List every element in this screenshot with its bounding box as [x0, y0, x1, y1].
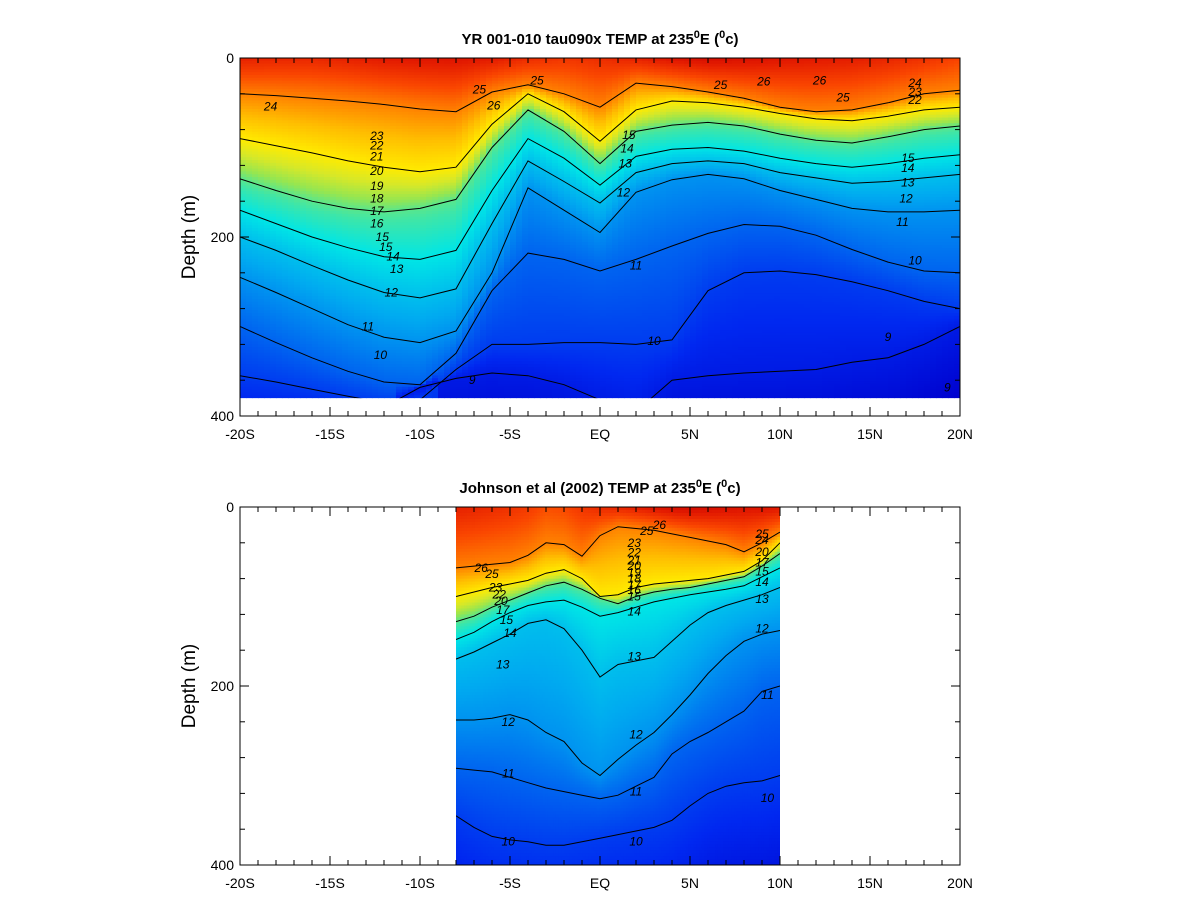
y-tick-label: 0: [226, 499, 234, 515]
contour-label: 15: [622, 128, 636, 142]
contour-label: 10: [761, 791, 775, 805]
contour-label: 20: [369, 164, 384, 178]
x-tick-label: 10N: [767, 875, 793, 891]
contour-label: 12: [755, 622, 769, 636]
contour-label: 9: [944, 380, 951, 394]
contour-label: 11: [761, 688, 773, 702]
contour-label: 13: [496, 658, 510, 672]
contour-label: 15: [500, 613, 514, 627]
contour-label: 21: [369, 149, 383, 163]
contour-label: 10: [502, 835, 516, 849]
x-tick-label: -20S: [225, 875, 255, 891]
contour-label: 11: [896, 215, 908, 229]
contour-label: 12: [502, 715, 516, 729]
contour-label: 22: [907, 93, 922, 107]
panel-bottom-johnson: 2625232221201918171615141312111026252322…: [179, 478, 973, 891]
x-tick-label: -5S: [499, 426, 521, 442]
contour-label: 12: [899, 192, 913, 206]
contour-label: 13: [628, 650, 642, 664]
x-tick-label: EQ: [590, 875, 610, 891]
y-tick-label: 400: [211, 408, 235, 424]
x-tick-label: EQ: [590, 426, 610, 442]
y-tick-label: 200: [211, 229, 235, 245]
temperature-field: [240, 58, 961, 421]
contour-label: 25: [529, 73, 544, 87]
contour-label: 26: [756, 74, 771, 88]
contour-label: 10: [374, 348, 388, 362]
contour-label: 13: [755, 592, 769, 606]
contour-label: 25: [639, 524, 654, 538]
panel-top-model: 2423222120191817161515141312111092526251…: [179, 29, 973, 442]
contour-label: 24: [263, 99, 278, 113]
contour-label: 14: [628, 605, 642, 619]
contour-label: 10: [647, 334, 661, 348]
x-tick-label: 15N: [857, 426, 883, 442]
contour-label: 13: [390, 262, 404, 276]
contour-label: 12: [617, 185, 631, 199]
x-tick-label: -10S: [405, 426, 435, 442]
x-tick-label: 5N: [681, 875, 699, 891]
contour-label: 14: [755, 575, 769, 589]
contour-label: 12: [385, 286, 399, 300]
temperature-field: [456, 507, 781, 866]
contour-label: 9: [469, 373, 476, 387]
contour-label: 26: [812, 73, 827, 87]
x-tick-label: 20N: [947, 875, 973, 891]
y-tick-label: 400: [211, 857, 235, 873]
y-tick-label: 0: [226, 50, 234, 66]
contour-label: 26: [652, 518, 667, 532]
contour-label: 14: [901, 161, 915, 175]
contour-label: 12: [629, 727, 643, 741]
contour-label: 13: [619, 157, 633, 171]
contour-label: 15: [628, 590, 642, 604]
contour-label: 10: [908, 253, 922, 267]
x-tick-label: -5S: [499, 875, 521, 891]
x-tick-label: 15N: [857, 875, 883, 891]
x-tick-label: 10N: [767, 426, 793, 442]
contour-label: 25: [835, 90, 850, 104]
y-tick-label: 200: [211, 678, 235, 694]
contour-label: 13: [901, 175, 915, 189]
contour-label: 14: [503, 626, 517, 640]
contour-label: 16: [370, 217, 384, 231]
contour-label: 11: [630, 785, 642, 799]
contour-label: 26: [486, 98, 501, 112]
x-tick-label: -15S: [315, 426, 345, 442]
x-tick-label: -15S: [315, 875, 345, 891]
y-axis-label: Depth (m): [179, 195, 200, 279]
x-tick-label: 20N: [947, 426, 973, 442]
contour-label: 14: [620, 141, 634, 155]
contour-label: 11: [630, 259, 642, 273]
contour-label: 25: [713, 78, 728, 92]
x-tick-label: -10S: [405, 875, 435, 891]
chart-title: YR 001-010 tau090x TEMP at 2350E (0c): [461, 29, 738, 48]
contour-label: 25: [472, 82, 487, 96]
y-axis-label: Depth (m): [179, 644, 200, 728]
contour-label: 11: [502, 767, 514, 781]
contour-label: 10: [629, 835, 643, 849]
chart-title: Johnson et al (2002) TEMP at 2350E (0c): [459, 478, 740, 497]
contour-label: 9: [885, 330, 892, 344]
contour-label: 25: [484, 567, 499, 581]
x-tick-label: 5N: [681, 426, 699, 442]
contour-label: 11: [362, 320, 374, 334]
x-tick-label: -20S: [225, 426, 255, 442]
